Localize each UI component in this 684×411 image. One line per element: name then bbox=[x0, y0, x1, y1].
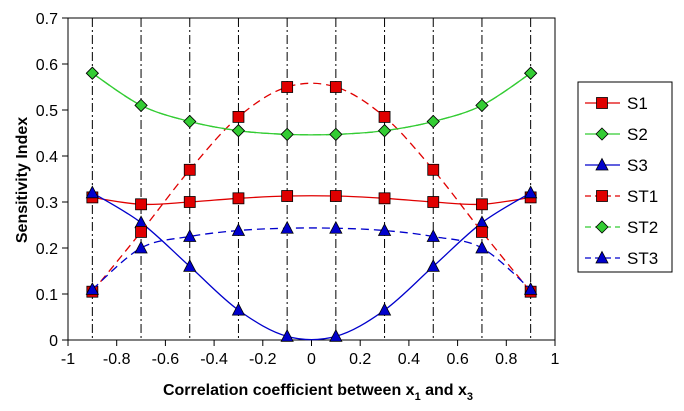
series-s1 bbox=[86, 190, 537, 211]
data-point-s3 bbox=[329, 328, 343, 342]
data-point-st1 bbox=[183, 163, 196, 176]
data-point-s1 bbox=[378, 192, 391, 205]
y-tick-label: 0 bbox=[49, 333, 58, 350]
y-tick-label: 0.1 bbox=[36, 287, 58, 304]
legend-label-s3: S3 bbox=[627, 156, 648, 175]
data-point-st2 bbox=[426, 114, 440, 129]
series-line-st3 bbox=[91, 227, 532, 290]
legend-label-st3: ST3 bbox=[627, 249, 658, 268]
data-point-s3 bbox=[231, 302, 246, 316]
series-s2 bbox=[85, 66, 538, 141]
series-line-s1 bbox=[92, 195, 531, 206]
legend-box bbox=[577, 81, 673, 273]
data-point-st1 bbox=[281, 81, 294, 93]
legend-label-s1: S1 bbox=[627, 94, 648, 113]
data-point-s1 bbox=[476, 198, 488, 211]
data-point-st1 bbox=[427, 163, 440, 176]
data-point-st2 bbox=[524, 66, 538, 80]
y-tick-label: 0.6 bbox=[36, 57, 58, 74]
data-point-st2 bbox=[329, 127, 343, 141]
series-st1 bbox=[86, 81, 537, 298]
data-point-st2 bbox=[280, 127, 294, 141]
data-point-st1 bbox=[232, 111, 245, 123]
data-point-s1 bbox=[281, 190, 294, 202]
y-tick-label: 0.5 bbox=[36, 103, 58, 120]
x-tick-label: 1 bbox=[551, 351, 560, 368]
x-tick-label: -0.6 bbox=[152, 351, 180, 368]
x-tick-label: 0.4 bbox=[398, 351, 420, 368]
legend-marker-st2 bbox=[595, 220, 609, 234]
data-point-st3 bbox=[280, 220, 294, 234]
series-line-s3 bbox=[92, 192, 531, 341]
x-axis-title: Correlation coefficient between x1 and x… bbox=[163, 382, 473, 403]
data-point-st3 bbox=[377, 223, 392, 236]
legend-marker-s3 bbox=[595, 157, 609, 171]
x-axis: -1 -0.8 -0.6 -0.4 -0.2 0 0.2 0.4 0.6 0.8 1 bbox=[61, 340, 560, 368]
gridlines bbox=[91, 18, 532, 340]
data-point-s1 bbox=[232, 192, 245, 205]
legend-marker-st3 bbox=[595, 250, 609, 264]
data-point-s1 bbox=[427, 196, 440, 208]
series-lines bbox=[85, 66, 538, 342]
data-point-s3 bbox=[183, 259, 197, 272]
legend-label-st2: ST2 bbox=[627, 218, 658, 237]
legend-marker-s2 bbox=[595, 127, 609, 141]
data-point-s3 bbox=[523, 185, 538, 199]
data-point-st1 bbox=[476, 225, 488, 238]
data-point-st1 bbox=[135, 225, 147, 238]
data-point-st2 bbox=[183, 114, 197, 129]
data-point-st3 bbox=[329, 220, 343, 234]
x-tick-label: -0.8 bbox=[103, 351, 131, 368]
series-line-st1 bbox=[91, 82, 532, 293]
x-tick-label: -1 bbox=[61, 351, 75, 368]
series-line-s2 bbox=[91, 72, 532, 136]
legend-marker-s1 bbox=[596, 97, 608, 109]
data-point-s3 bbox=[85, 185, 100, 199]
x-tick-label: 0.6 bbox=[446, 351, 468, 368]
data-point-st3 bbox=[523, 282, 538, 295]
data-point-s3 bbox=[426, 259, 440, 272]
y-tick-label: 0.4 bbox=[36, 149, 58, 166]
y-axis: 0 0.1 0.2 0.3 0.4 0.5 0.6 0.7 bbox=[36, 11, 68, 350]
data-point-s3 bbox=[377, 302, 392, 316]
legend-marker-st1 bbox=[596, 190, 608, 202]
data-point-s1 bbox=[135, 198, 147, 211]
data-point-st2 bbox=[475, 98, 489, 112]
data-point-st2 bbox=[85, 66, 99, 80]
data-point-s3 bbox=[280, 328, 294, 342]
data-point-st2 bbox=[231, 124, 246, 138]
legend-label-s2: S2 bbox=[627, 125, 648, 144]
x-tick-label: 0.2 bbox=[349, 351, 371, 368]
series-st2 bbox=[85, 66, 538, 141]
data-point-st2 bbox=[134, 98, 148, 112]
series-line-st2 bbox=[91, 72, 532, 136]
data-point-st3 bbox=[475, 240, 489, 254]
data-point-st1 bbox=[329, 81, 342, 93]
y-tick-label: 0.3 bbox=[36, 195, 58, 212]
data-point-st1 bbox=[378, 111, 391, 123]
series-s3 bbox=[85, 185, 538, 342]
x-tick-label: 0.8 bbox=[495, 351, 517, 368]
x-tick-label: 0 bbox=[307, 351, 316, 368]
legend: S1 S2 S3 ST1 ST2 ST3 bbox=[577, 81, 673, 273]
series-st3 bbox=[85, 220, 538, 295]
y-tick-label: 0.2 bbox=[36, 241, 58, 258]
data-point-st2 bbox=[377, 124, 392, 138]
data-point-st3 bbox=[183, 229, 197, 242]
y-tick-label: 0.7 bbox=[36, 11, 58, 28]
data-point-s1 bbox=[183, 196, 196, 208]
data-point-st3 bbox=[134, 240, 148, 254]
data-point-st3 bbox=[85, 282, 100, 295]
data-point-st3 bbox=[426, 229, 440, 242]
data-point-s1 bbox=[329, 190, 342, 202]
x-tick-label: -0.2 bbox=[249, 351, 277, 368]
data-point-st3 bbox=[231, 223, 246, 236]
legend-label-st1: ST1 bbox=[627, 187, 658, 206]
y-axis-title: Sensitivity Index bbox=[14, 117, 31, 243]
x-tick-label: -0.4 bbox=[200, 351, 228, 368]
